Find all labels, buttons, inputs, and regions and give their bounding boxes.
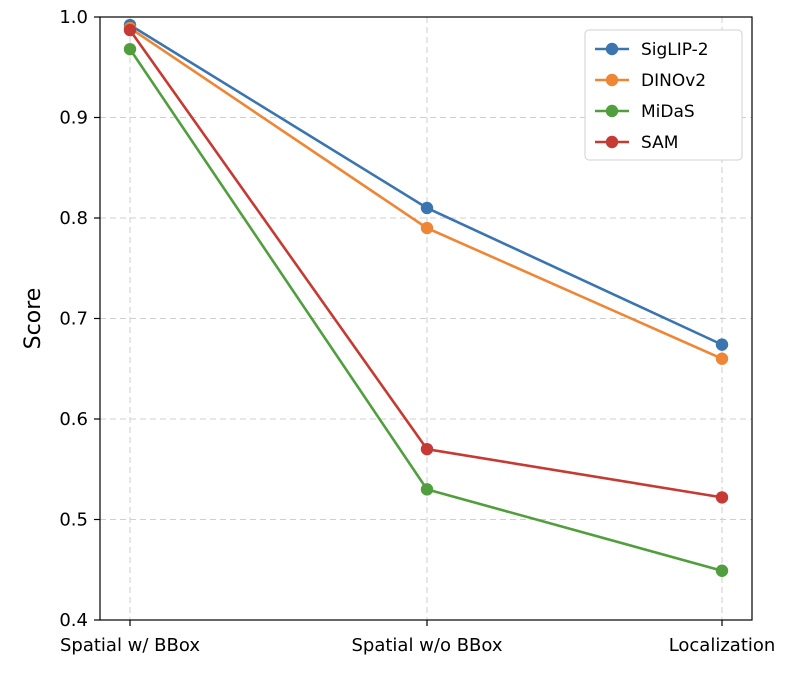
legend: SigLIP-2 DINOv2 MiDaS SAM	[584, 29, 743, 161]
data-point	[123, 42, 137, 56]
y-tick-label: 0.7	[59, 309, 88, 330]
series-sam	[123, 23, 729, 504]
x-tick-label: Spatial w/o BBox	[351, 635, 502, 656]
data-point	[420, 201, 434, 215]
y-tick-label: 0.8	[59, 208, 88, 229]
legend-swatch-marker	[605, 73, 619, 87]
x-tick-label: Spatial w/ BBox	[60, 635, 200, 656]
y-tick-label: 0.6	[59, 409, 88, 430]
legend-entry: SigLIP-2	[595, 40, 709, 60]
data-point	[715, 338, 729, 351]
legend-box	[584, 29, 743, 161]
data-point	[123, 23, 137, 37]
y-tick-label: 0.4	[59, 610, 88, 631]
x-tick-label: Localization	[669, 635, 776, 656]
series-layer	[123, 18, 729, 577]
legend-entry: SAM	[595, 133, 678, 153]
legend-entry: DINOv2	[595, 71, 706, 91]
y-axis-label: Score	[21, 288, 46, 350]
ticks: 0.4 0.5 0.6 0.7 0.8 0.9 1.0 Spatial w/ BBox Spat…	[59, 7, 775, 656]
legend-swatch-marker	[605, 42, 619, 56]
legend-entry: MiDaS	[595, 102, 695, 122]
legend-label: DINOv2	[641, 71, 706, 91]
data-point	[715, 491, 729, 504]
legend-swatch-marker	[605, 104, 619, 118]
y-tick-label: 1.0	[59, 7, 88, 28]
legend-swatch-marker	[605, 135, 619, 149]
series-midas	[123, 42, 729, 577]
y-tick-label: 0.9	[59, 108, 88, 129]
legend-label: SAM	[641, 133, 678, 153]
legend-label: MiDaS	[641, 102, 695, 122]
data-point	[715, 564, 729, 577]
data-point	[420, 442, 434, 456]
data-point	[420, 483, 434, 496]
legend-label: SigLIP-2	[641, 40, 709, 60]
data-point	[715, 352, 729, 365]
y-tick-label: 0.5	[59, 510, 88, 531]
data-point	[420, 221, 434, 235]
